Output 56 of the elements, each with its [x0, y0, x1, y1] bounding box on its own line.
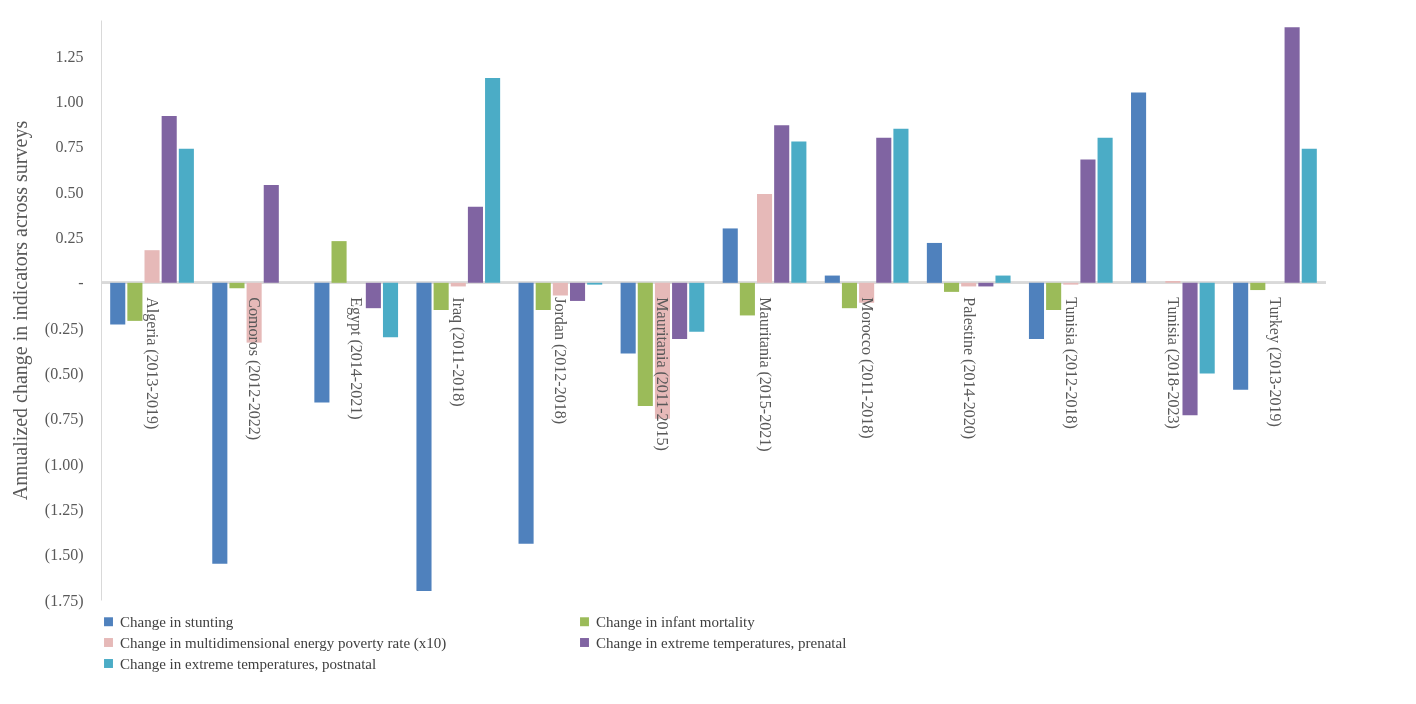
bar [1233, 282, 1249, 390]
bar [110, 282, 126, 325]
bar [416, 282, 432, 591]
x-tick-label: Jordan (2012-2018) [551, 297, 570, 424]
x-tick-label: Comoros (2012-2022) [245, 297, 264, 440]
bar [1131, 92, 1147, 283]
y-tick-label: 1.25 [55, 47, 84, 65]
bar [824, 275, 840, 283]
legend-label: Change in stunting [120, 613, 234, 630]
bar [314, 282, 330, 403]
y-tick-label: (1.75) [44, 591, 84, 610]
x-tick-label: Palestine (2014-2020) [959, 297, 978, 440]
x-tick-label: Egypt (2014-2021) [347, 297, 366, 420]
bar [926, 242, 942, 283]
bar [722, 228, 738, 283]
y-tick-label: (1.25) [44, 500, 84, 519]
x-tick-label: Algeria (2013-2019) [143, 297, 162, 430]
y-tick-label: 0.75 [55, 138, 84, 156]
bar [518, 282, 534, 544]
x-tick-label: Tunisia (2018-2023) [1163, 297, 1182, 429]
y-tick-label: (1.50) [44, 546, 84, 565]
bar [1199, 282, 1215, 374]
y-tick-label: 1.00 [55, 93, 84, 111]
bar [756, 194, 773, 283]
y-tick-label: (1.00) [44, 455, 84, 474]
bar [893, 128, 909, 283]
bar [1097, 137, 1113, 283]
y-axis-title: Annualized change in indicators across surveys [8, 120, 32, 501]
y-tick-label: 0.25 [55, 229, 84, 246]
bar [995, 275, 1011, 283]
bar [178, 148, 194, 283]
x-tick-label: Mauritania (2015-2021) [755, 297, 774, 452]
legend-label: Change in extreme temperatures, postnatal [120, 655, 377, 672]
x-tick-label: Iraq (2011-2018) [449, 297, 468, 407]
bar [620, 282, 636, 354]
y-tick-label: 0.50 [55, 183, 84, 201]
y-tick-label: (0.75) [44, 410, 84, 429]
x-tick-label: Tunisia (2012-2018) [1061, 297, 1080, 429]
bar [365, 282, 381, 309]
bar [485, 78, 501, 283]
x-tick-label: Morocco (2011-2018) [857, 297, 876, 439]
legend-label: Change in extreme temperatures, prenatal [596, 634, 847, 651]
bar [1028, 282, 1045, 339]
y-tick-label: (0.25) [44, 319, 84, 338]
bar [144, 250, 160, 283]
x-tick-label: Turkey (2013-2019) [1265, 297, 1284, 427]
y-tick-label: - [78, 274, 84, 292]
bar [552, 282, 568, 296]
bar [1284, 27, 1300, 283]
bar [791, 141, 807, 283]
legend-label: Change in multidimensional energy poverty rate (x10) [120, 634, 447, 652]
y-tick-label: (0.50) [44, 364, 84, 383]
bar [689, 282, 705, 332]
x-tick-label: Mauritania (2011-2015) [653, 297, 672, 451]
legend-label: Change in infant mortality [596, 613, 756, 630]
bar [212, 282, 228, 564]
